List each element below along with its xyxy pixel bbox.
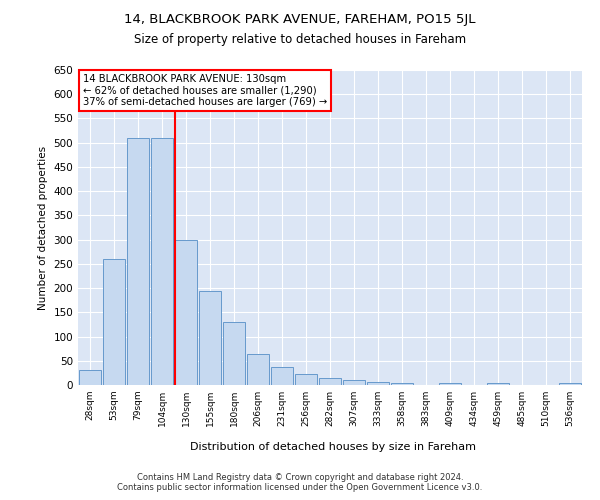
Y-axis label: Number of detached properties: Number of detached properties xyxy=(38,146,48,310)
Bar xyxy=(103,259,125,385)
Bar xyxy=(247,354,269,385)
Bar xyxy=(271,366,293,385)
Text: 14 BLACKBROOK PARK AVENUE: 130sqm
← 62% of detached houses are smaller (1,290)
3: 14 BLACKBROOK PARK AVENUE: 130sqm ← 62% … xyxy=(83,74,327,107)
Bar xyxy=(223,322,245,385)
Text: Size of property relative to detached houses in Fareham: Size of property relative to detached ho… xyxy=(134,32,466,46)
Bar xyxy=(391,382,413,385)
Bar xyxy=(319,378,341,385)
Bar xyxy=(175,240,197,385)
Bar xyxy=(79,370,101,385)
Bar xyxy=(439,382,461,385)
Bar xyxy=(199,290,221,385)
Text: Contains HM Land Registry data © Crown copyright and database right 2024.
Contai: Contains HM Land Registry data © Crown c… xyxy=(118,473,482,492)
Bar xyxy=(559,382,581,385)
Bar xyxy=(367,382,389,385)
Bar xyxy=(151,138,173,385)
Text: Distribution of detached houses by size in Fareham: Distribution of detached houses by size … xyxy=(190,442,476,452)
Bar xyxy=(343,380,365,385)
Text: 14, BLACKBROOK PARK AVENUE, FAREHAM, PO15 5JL: 14, BLACKBROOK PARK AVENUE, FAREHAM, PO1… xyxy=(124,12,476,26)
Bar xyxy=(487,382,509,385)
Bar xyxy=(295,374,317,385)
Bar xyxy=(127,138,149,385)
